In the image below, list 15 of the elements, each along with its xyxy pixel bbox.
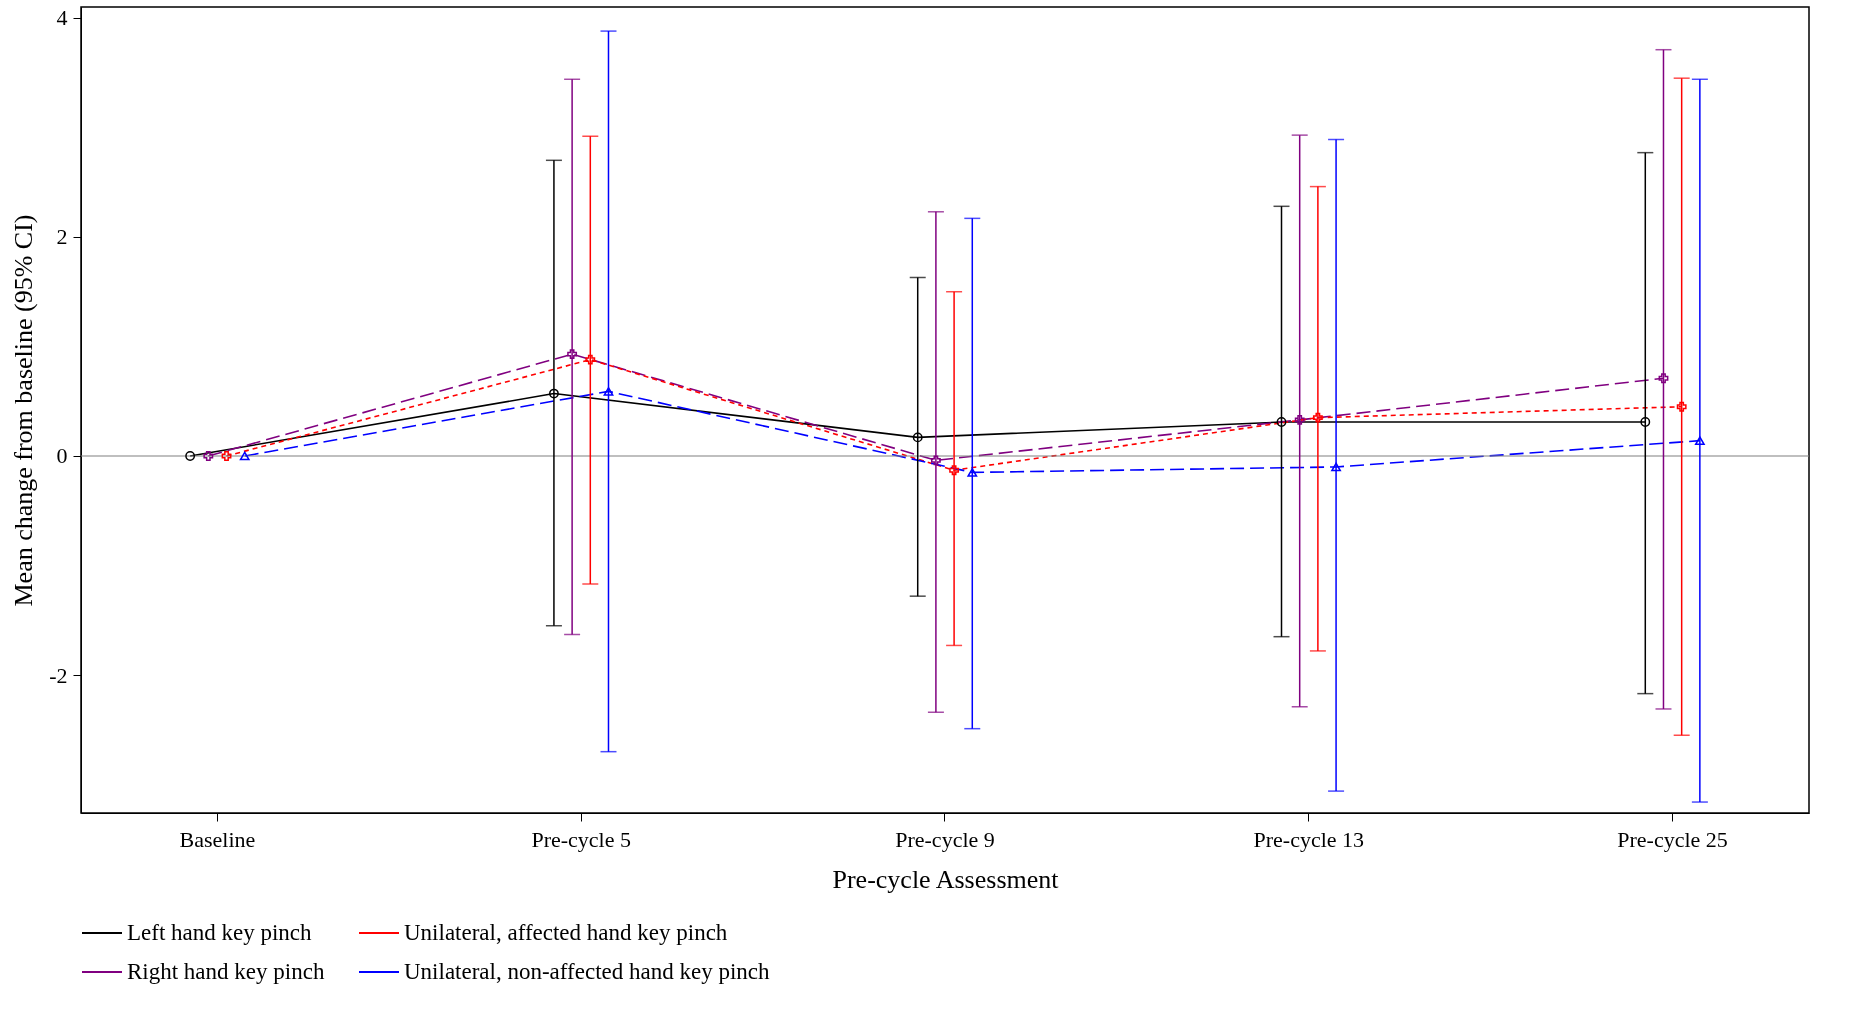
y-axis-title: Mean change from baseline (95% CI)	[9, 214, 39, 607]
x-tick-label: Pre-cycle 13	[1253, 826, 1365, 852]
x-tick-label: Pre-cycle 9	[895, 826, 995, 852]
x-axis-title: Pre-cycle Assessment	[832, 864, 1060, 894]
legend-label: Left hand key pinch	[127, 920, 313, 945]
legend-label: Unilateral, non-affected hand key pinch	[404, 959, 771, 984]
legend-label: Right hand key pinch	[127, 959, 325, 984]
x-tick-label: Baseline	[179, 826, 256, 852]
legend-label: Unilateral, affected hand key pinch	[404, 920, 728, 945]
y-tick-label: 0	[56, 443, 68, 469]
x-tick-label: Pre-cycle 5	[531, 826, 631, 852]
y-tick-label: -2	[49, 662, 68, 688]
x-tick-label: Pre-cycle 25	[1617, 826, 1728, 852]
y-tick-label: 2	[56, 224, 68, 250]
y-tick-label: 4	[56, 5, 68, 31]
